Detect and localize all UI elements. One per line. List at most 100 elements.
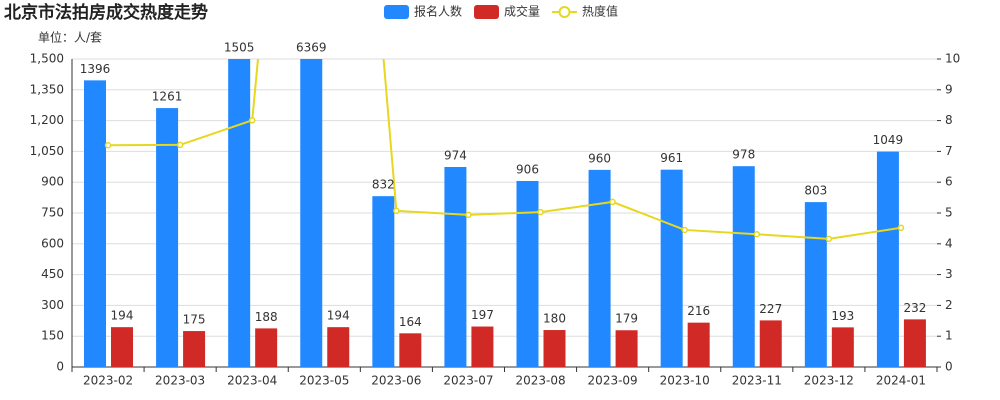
data-label: 803 <box>804 184 827 198</box>
y-tick-label: 750 <box>41 206 64 220</box>
data-label: 978 <box>732 148 755 162</box>
data-label: 960 <box>588 151 611 165</box>
x-tick-label: 2023-04 <box>227 374 277 388</box>
bar <box>660 169 683 367</box>
bar <box>732 166 755 367</box>
x-tick-label: 2023-07 <box>443 374 493 388</box>
bar <box>831 327 854 367</box>
bar <box>255 328 278 367</box>
data-label: 197 <box>471 308 494 322</box>
line <box>108 59 902 240</box>
y-tick-label: 300 <box>41 298 64 312</box>
x-tick-label: 2023-10 <box>660 374 710 388</box>
x-tick-label: 2024-01 <box>876 374 926 388</box>
y2-tick-label: 9 <box>945 82 953 96</box>
bar <box>111 327 133 367</box>
bar <box>471 326 494 367</box>
line-point <box>825 235 833 243</box>
bar <box>588 169 611 367</box>
bar <box>372 196 395 367</box>
line-point <box>393 207 400 215</box>
data-label: 216 <box>687 304 710 318</box>
data-label: 232 <box>903 301 926 315</box>
line-point <box>248 117 256 124</box>
data-label: 164 <box>399 315 422 329</box>
y-tick-label: 0 <box>56 360 64 374</box>
line-point <box>176 141 184 149</box>
y2-tick-label: 3 <box>945 267 953 281</box>
line-point <box>753 231 761 238</box>
y-tick-label: 1,200 <box>30 113 64 127</box>
x-tick-label: 2023-06 <box>371 374 421 388</box>
y-tick-label: 450 <box>41 267 64 281</box>
unit-label: 单位：人/套 <box>38 30 102 45</box>
bar <box>687 322 710 367</box>
y2-tick-label: 1 <box>945 329 953 343</box>
data-label: 175 <box>183 313 206 327</box>
data-label: 194 <box>327 309 350 323</box>
legend-swatch <box>384 5 409 19</box>
data-label: 180 <box>543 312 566 326</box>
data-label: 188 <box>255 310 278 324</box>
data-label: 1261 <box>152 90 183 104</box>
bar <box>615 330 638 367</box>
bar <box>876 151 899 367</box>
data-label: 906 <box>516 162 539 176</box>
data-labels: 1396 1261 1505 6369 832 974 906 960 961 978 803 104… <box>80 41 927 329</box>
data-label: 194 <box>111 309 134 323</box>
data-label: 179 <box>615 312 638 326</box>
x-tick-label: 2023-12 <box>804 374 854 388</box>
data-label: 1049 <box>873 133 904 147</box>
bar <box>156 108 179 367</box>
legend-label: 热度值 <box>582 4 618 19</box>
y2-tick-label: 8 <box>945 113 953 127</box>
bar <box>804 202 827 367</box>
line-point <box>897 224 905 232</box>
y-tick-label: 1,050 <box>30 144 64 158</box>
y-tick-label: 150 <box>41 329 64 343</box>
x-tick-label: 2023-02 <box>83 374 133 388</box>
data-label: 227 <box>759 302 782 316</box>
bar <box>300 59 323 367</box>
data-label: 832 <box>372 178 395 192</box>
x-tick-label: 2023-08 <box>515 374 565 388</box>
x-tick-label: 2023-03 <box>155 374 205 388</box>
x-tick-label: 2023-09 <box>588 374 638 388</box>
y2-tick-label: 2 <box>945 298 953 312</box>
x-tick-label: 2023-11 <box>732 374 782 388</box>
bar <box>903 319 926 367</box>
y2-tick-label: 4 <box>945 236 953 250</box>
legend: 报名人数 成交量 热度值 <box>384 4 618 19</box>
bar <box>516 180 539 367</box>
y-tick-label: 1,500 <box>30 52 64 66</box>
bar <box>327 327 350 367</box>
y2-tick-label: 10 <box>945 52 960 66</box>
bar <box>444 167 467 367</box>
legend-label: 成交量 <box>504 4 540 19</box>
line-point <box>609 198 616 206</box>
line-point <box>104 141 112 149</box>
y-tick-label: 600 <box>41 236 64 250</box>
line-point <box>465 211 472 219</box>
line-point <box>537 208 544 216</box>
data-label: 6369 <box>296 41 327 55</box>
bar <box>543 330 566 367</box>
plot-area <box>84 59 926 367</box>
y-tick-label: 900 <box>41 175 64 189</box>
data-label: 1505 <box>224 41 255 55</box>
line-point <box>681 226 688 234</box>
bar <box>84 80 106 367</box>
y2-tick-label: 6 <box>945 175 953 189</box>
y2-tick-label: 7 <box>945 144 953 158</box>
bar <box>228 59 251 367</box>
legend-label: 报名人数 <box>414 4 462 19</box>
y2-tick-label: 0 <box>945 360 953 374</box>
data-label: 1396 <box>80 62 111 76</box>
data-label: 974 <box>444 149 467 163</box>
x-tick-label: 2023-05 <box>299 374 349 388</box>
bar <box>399 333 422 367</box>
chart-title: 北京市法拍房成交热度走势 <box>4 2 208 23</box>
legend-swatch <box>558 6 571 18</box>
y2-tick-label: 5 <box>945 206 953 220</box>
